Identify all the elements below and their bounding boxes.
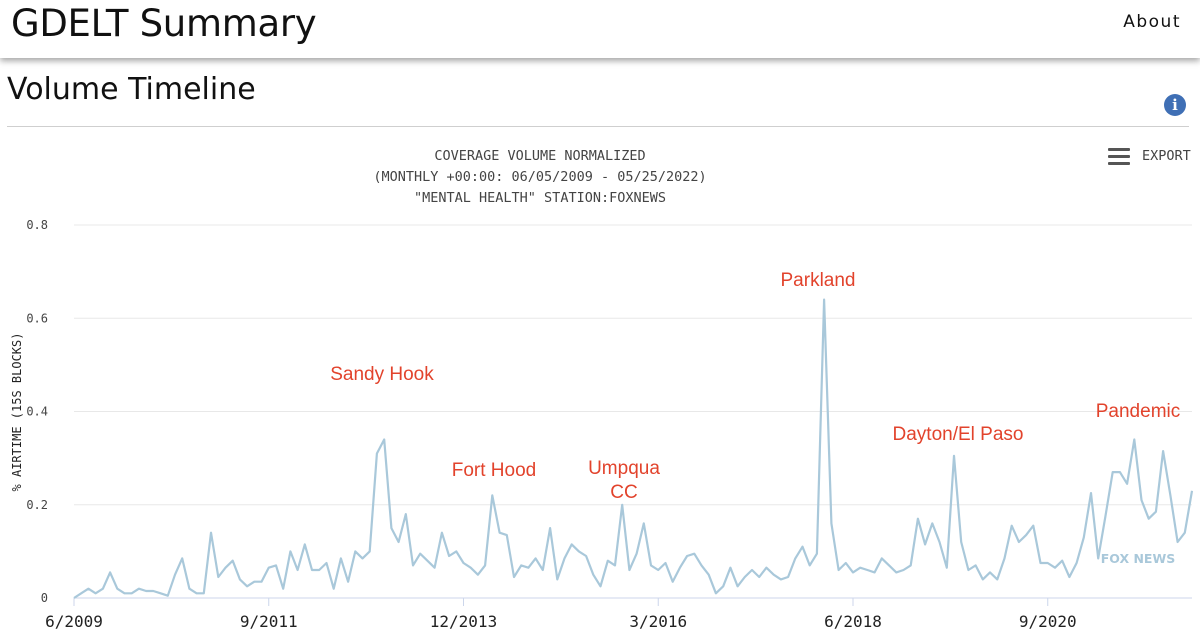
x-tick-label: 6/2009	[45, 612, 103, 631]
chart-title: COVERAGE VOLUME NORMALIZED (MONTHLY +00:…	[300, 146, 780, 209]
annotation-label: Fort Hood	[452, 460, 536, 481]
info-icon[interactable]: i	[1164, 94, 1186, 116]
annotation-label: CC	[610, 482, 637, 503]
annotation-label: Dayton/El Paso	[893, 424, 1024, 445]
y-tick-label: 0.6	[26, 311, 48, 325]
app-header: GDELT Summary About	[0, 0, 1200, 58]
series-line-fox-news	[73, 298, 1194, 599]
series-label-fox-news: FOX NEWS	[1101, 551, 1176, 566]
x-tick-label: 9/2020	[1019, 612, 1077, 631]
section-title: Volume Timeline	[7, 72, 256, 107]
annotation-label: Sandy Hook	[330, 364, 434, 385]
chart-title-line-3: "MENTAL HEALTH" STATION:FOXNEWS	[414, 190, 666, 206]
x-tick-label: 6/2018	[824, 612, 882, 631]
y-tick-label: 0.4	[26, 405, 48, 419]
annotation-label: Parkland	[781, 270, 856, 291]
x-tick-label: 12/2013	[430, 612, 497, 631]
y-tick-label: 0	[41, 591, 48, 605]
x-tick-label: 3/2016	[629, 612, 687, 631]
x-tick-label: 9/2011	[240, 612, 298, 631]
annotation-label: Pandemic	[1096, 401, 1181, 422]
chart-title-line-2: (MONTHLY +00:00: 06/05/2009 - 05/25/2022…	[373, 169, 707, 185]
hamburger-menu-icon[interactable]	[1108, 148, 1130, 166]
section-divider	[7, 126, 1189, 127]
y-axis-label: % AIRTIME (15S BLOCKS)	[10, 333, 24, 492]
y-tick-label: 0.2	[26, 498, 48, 512]
export-label[interactable]: EXPORT	[1142, 148, 1191, 164]
annotation-label: Umpqua	[588, 458, 660, 479]
about-link[interactable]: About	[1123, 12, 1181, 32]
app-title: GDELT Summary	[11, 2, 317, 45]
y-tick-label: 0.8	[26, 218, 48, 232]
chart-title-line-1: COVERAGE VOLUME NORMALIZED	[434, 148, 646, 164]
